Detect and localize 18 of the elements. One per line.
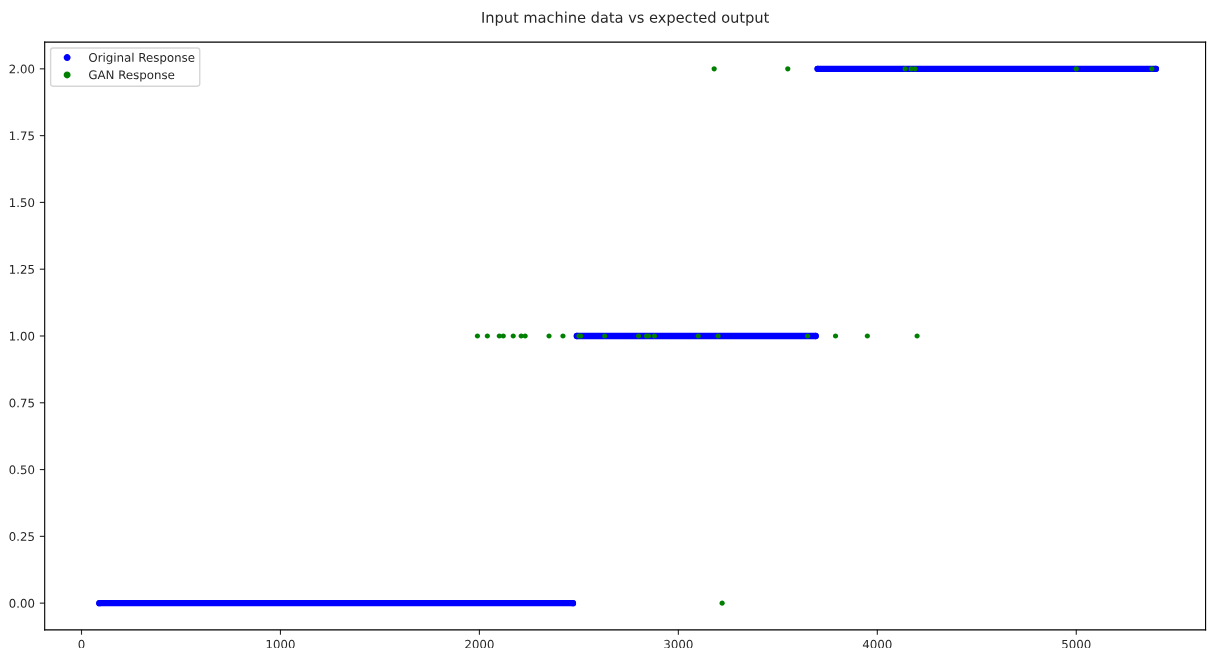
chart-title: Input machine data vs expected output [482,11,769,26]
x-tick-label: 5000 [1062,639,1091,648]
x-tick-label: 1000 [266,639,295,648]
y-tick-label: 2.00 [9,64,35,74]
y-tick-label: 1.00 [9,331,35,341]
legend-label: Original Response [89,52,195,65]
y-tick-label: 0.25 [9,532,34,542]
y-tick-label: 1.75 [9,131,34,141]
y-tick-label: 1.25 [9,264,34,274]
x-tick-label: 2000 [465,639,494,648]
x-tick-label: 3000 [664,639,693,648]
y-tick-label: 0.00 [9,598,35,608]
legend-label: GAN Response [89,70,175,82]
y-tick-label: 1.50 [9,198,35,208]
x-tick-label: 0 [78,639,85,648]
y-tick-label: 0.75 [9,398,34,408]
y-tick-label: 0.50 [9,465,35,475]
x-tick-label: 4000 [862,639,892,648]
